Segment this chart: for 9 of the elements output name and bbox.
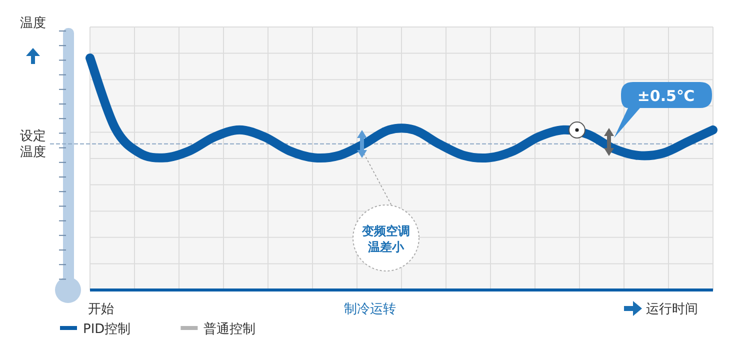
x-axis-title: 运行时间 [646,302,698,317]
legend-label: PID控制 [83,322,131,337]
y-axis-title: 温度 [20,15,46,31]
ref-line-label: 设定温度 [20,128,46,160]
annotation: ±0.5℃ [637,87,695,105]
text: 开始 [88,302,114,317]
text: 制冷运转 [344,302,396,317]
legend-label: 普通控制 [204,321,256,337]
annotation: 变频空调温差小 [361,224,410,254]
